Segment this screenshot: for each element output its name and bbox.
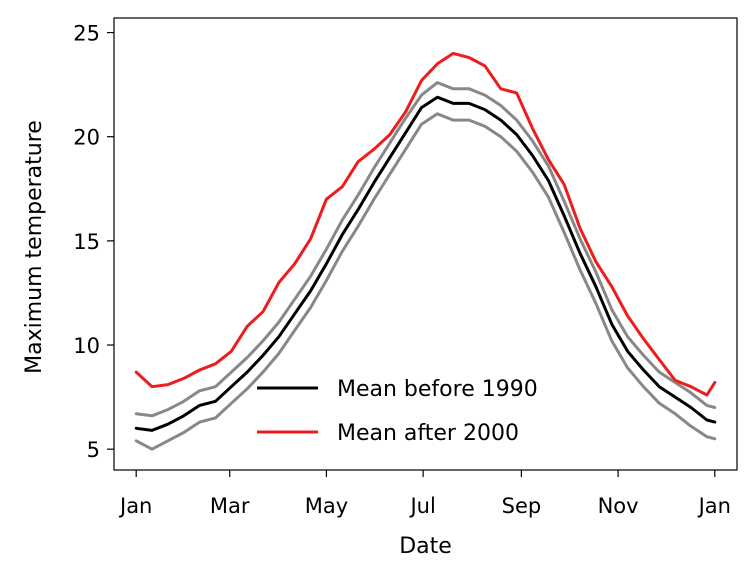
series-layer — [134, 51, 717, 451]
series-line-lower-bound-before-1990 — [134, 112, 717, 451]
y-tick-label: 15 — [73, 230, 100, 254]
legend: Mean before 1990 Mean after 2000 — [257, 377, 538, 446]
y-tick-label: 5 — [87, 438, 100, 462]
y-tick-label: 10 — [73, 334, 100, 358]
series-line-mean-after-2000 — [134, 51, 717, 397]
series-line-upper-bound-before-1990 — [134, 81, 717, 418]
y-tick-label: 25 — [73, 22, 100, 46]
y-axis: 5 10 15 20 25 — [73, 22, 114, 462]
series-line-mean-before-1990 — [134, 95, 717, 432]
x-axis: Jan Mar May Jul Sep Nov Jan — [118, 470, 731, 518]
legend-label-mean-after-2000: Mean after 2000 — [337, 421, 519, 446]
y-tick-label: 20 — [73, 126, 100, 150]
y-axis-label: Maximum temperature — [22, 120, 47, 374]
x-tick-label: Nov — [598, 494, 639, 518]
x-tick-label: May — [305, 494, 348, 518]
x-axis-label: Date — [399, 534, 452, 559]
x-tick-label: Jan — [697, 494, 731, 518]
x-tick-label: Jan — [118, 494, 152, 518]
plot-frame — [113, 17, 738, 471]
x-tick-label: Mar — [210, 494, 250, 518]
x-tick-label: Sep — [502, 494, 542, 518]
x-tick-label: Jul — [408, 494, 435, 518]
legend-label-mean-before-1990: Mean before 1990 — [337, 377, 538, 402]
